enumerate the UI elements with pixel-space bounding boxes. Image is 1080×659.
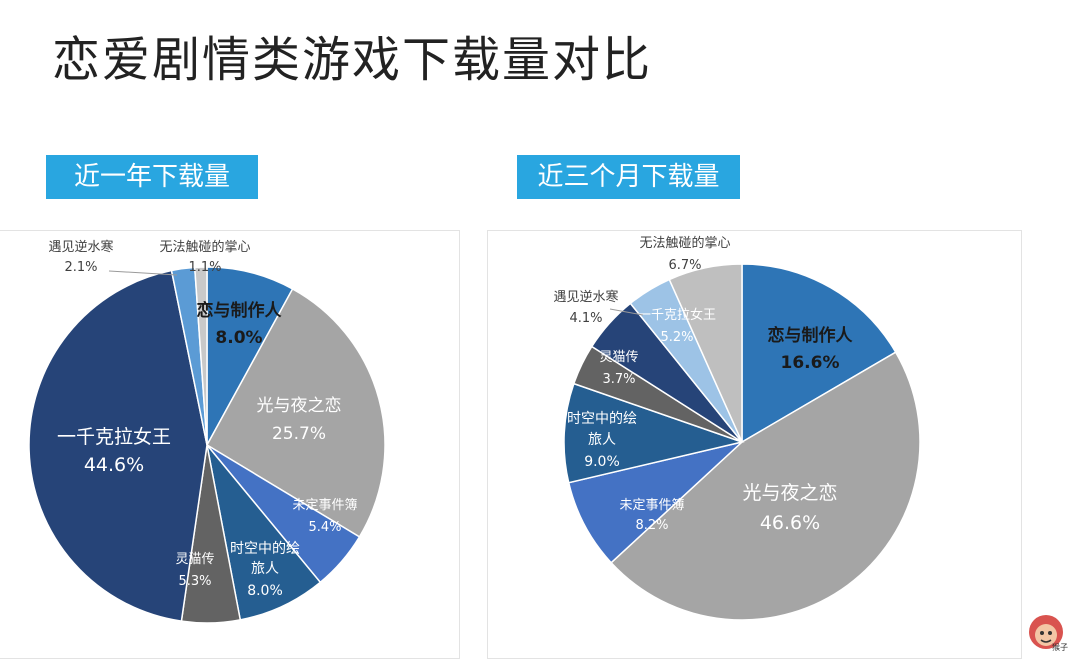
slice-percent-label: 6.7% bbox=[668, 258, 701, 273]
slice-label: 无法触碰的掌心 bbox=[159, 239, 250, 255]
slice-percent-label: 5.2% bbox=[660, 330, 693, 345]
pie-slice bbox=[741, 263, 897, 444]
slice-percent-label: 8.2% bbox=[635, 518, 668, 533]
slice-label: 未定事件簿 bbox=[292, 498, 357, 513]
slice-percent-label: 8.0% bbox=[215, 328, 262, 348]
pie-slice bbox=[205, 287, 386, 538]
slice-percent-label: 3.7% bbox=[602, 372, 635, 387]
slice-label: 旅人 bbox=[251, 561, 279, 577]
leader-line bbox=[108, 270, 178, 276]
chart1-title-badge: 近一年下载量 bbox=[46, 155, 258, 199]
slice-label: 光与夜之恋 bbox=[257, 395, 342, 416]
page-title: 恋爱剧情类游戏下载量对比 bbox=[52, 32, 653, 88]
pie-slices bbox=[563, 263, 921, 621]
slice-percent-label: 25.7% bbox=[272, 424, 326, 444]
slice-percent-label: 1.1% bbox=[188, 260, 221, 275]
slice-percent-label: 44.6% bbox=[84, 454, 144, 476]
pie-slices bbox=[28, 266, 386, 624]
slice-percent-label: 8.0% bbox=[247, 583, 283, 599]
slice-label: 一千克拉女王 bbox=[57, 426, 171, 448]
slice-label: 时空中的绘 bbox=[230, 541, 300, 557]
pie-slice bbox=[206, 266, 294, 446]
slice-percent-label: 9.0% bbox=[584, 454, 620, 470]
leader-line bbox=[609, 308, 644, 316]
slice-percent-label: 16.6% bbox=[781, 353, 840, 373]
pie-slice bbox=[563, 382, 745, 484]
slice-percent-label: 4.1% bbox=[569, 311, 602, 326]
monkey-logo-icon bbox=[1029, 615, 1063, 649]
pie-slice bbox=[206, 444, 322, 621]
slice-label: 灵猫传 bbox=[599, 350, 638, 365]
slice-label: 光与夜之恋 bbox=[742, 482, 837, 504]
pie-slice bbox=[28, 269, 208, 623]
slice-label: 恋与制作人 bbox=[768, 325, 854, 346]
slice-label: 一千克拉女王 bbox=[638, 307, 716, 323]
slice-percent-label: 5.4% bbox=[308, 520, 341, 535]
slice-label: 灵猫传 bbox=[175, 552, 214, 567]
slice-percent-label: 46.6% bbox=[760, 512, 820, 534]
slice-label: 时空中的绘 bbox=[567, 411, 637, 427]
watermark-text: 猴子 bbox=[1052, 643, 1068, 652]
slice-percent-label: 2.1% bbox=[64, 260, 97, 275]
chart1-card: 恋与制作人 8.0% 光与夜之恋 25.7% 未定事件簿 5.4% 时空中的绘旅人 8.0% 灵… bbox=[0, 230, 460, 659]
pie-slice bbox=[610, 351, 921, 621]
slice-label: 遇见逆水寒 bbox=[553, 289, 618, 305]
pie-slice bbox=[567, 440, 745, 564]
chart2-card: 恋与制作人 16.6% 光与夜之恋 46.6% 未定事件簿 8.2% 时空中的绘旅人 9.0%… bbox=[487, 230, 1022, 659]
slice-label: 旅人 bbox=[588, 432, 616, 448]
pie-slice bbox=[193, 266, 208, 446]
slice-percent-label: 5.3% bbox=[178, 574, 211, 589]
slice-label: 无法触碰的掌心 bbox=[639, 235, 730, 251]
slice-label: 遇见逆水寒 bbox=[48, 239, 113, 255]
slice-label: 未定事件簿 bbox=[619, 498, 684, 513]
slice-label: 恋与制作人 bbox=[197, 300, 283, 321]
chart2-title-badge: 近三个月下载量 bbox=[517, 155, 740, 199]
pie-slice bbox=[668, 263, 743, 443]
